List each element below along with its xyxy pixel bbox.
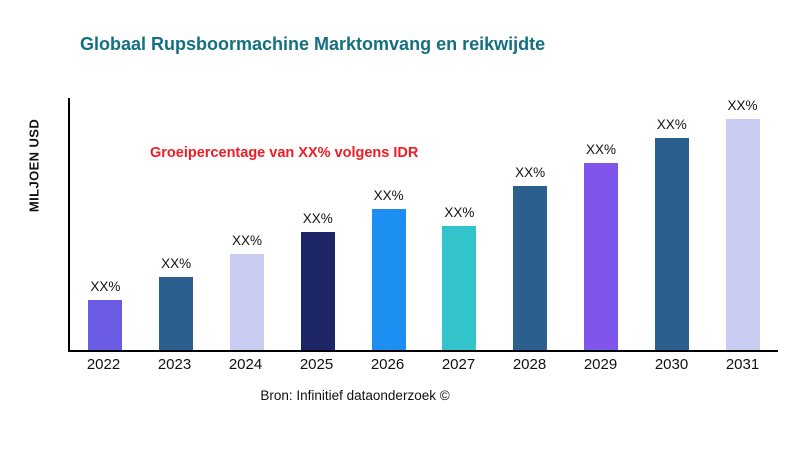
y-axis-label: MILJOEN USD	[26, 118, 42, 213]
x-tick-2025: 2025	[299, 356, 334, 373]
x-tick-2029: 2029	[583, 356, 618, 373]
bar-group-2023: XX%	[159, 98, 194, 350]
bar-2029	[583, 162, 618, 350]
x-axis-ticks: 2022 2023 2024 2025 2026 2027 2028 2029 2030 2031	[68, 356, 778, 373]
bar-value-label-2031: XX%	[727, 98, 758, 113]
chart-title: Globaal Rupsboormachine Marktomvang en r…	[80, 34, 546, 54]
x-tick-2031: 2031	[725, 356, 760, 373]
bar-group-2025: XX%	[300, 98, 335, 350]
bar-2024	[229, 254, 264, 350]
bar-group-2022: XX%	[88, 98, 123, 350]
bar-2023	[159, 277, 194, 350]
bar-value-label-2023: XX%	[161, 256, 192, 272]
bar-2028	[513, 185, 548, 350]
bar-value-label-2030: XX%	[656, 117, 687, 133]
bar-value-label-2027: XX%	[444, 205, 475, 221]
bar-2022	[88, 299, 123, 350]
x-tick-2026: 2026	[370, 356, 405, 373]
bar-group-2029: XX%	[583, 98, 618, 350]
plot-area: XX% XX% XX% XX% XX% XX% XX% XX% XX% XX%	[68, 98, 778, 352]
bar-value-label-2022: XX%	[90, 278, 121, 294]
bar-2030	[654, 138, 689, 350]
bar-value-label-2029: XX%	[585, 141, 616, 157]
x-tick-2028: 2028	[512, 356, 547, 373]
bar-value-label-2028: XX%	[515, 164, 546, 180]
bar-value-label-2025: XX%	[302, 211, 333, 227]
bar-2031	[725, 119, 760, 350]
bar-2025	[300, 232, 335, 350]
bar-group-2028: XX%	[513, 98, 548, 350]
bar-group-2026: XX%	[371, 98, 406, 350]
x-tick-2027: 2027	[441, 356, 476, 373]
bar-2026	[371, 208, 406, 350]
x-tick-2024: 2024	[228, 356, 263, 373]
bar-group-2024: XX%	[229, 98, 264, 350]
growth-annotation: Groeipercentage van XX% volgens IDR	[150, 145, 419, 161]
x-tick-2023: 2023	[157, 356, 192, 373]
x-tick-2022: 2022	[86, 356, 121, 373]
bar-group-2030: XX%	[654, 98, 689, 350]
bar-series: XX% XX% XX% XX% XX% XX% XX% XX% XX% XX%	[70, 98, 778, 350]
x-tick-2030: 2030	[654, 356, 689, 373]
source-caption: Bron: Infinitief dataonderzoek ©	[260, 388, 450, 403]
bar-2027	[442, 226, 477, 350]
bar-value-label-2024: XX%	[231, 233, 262, 249]
bar-group-2027: XX%	[442, 98, 477, 350]
bar-value-label-2026: XX%	[373, 187, 404, 203]
bar-group-2031: XX%	[725, 98, 760, 350]
